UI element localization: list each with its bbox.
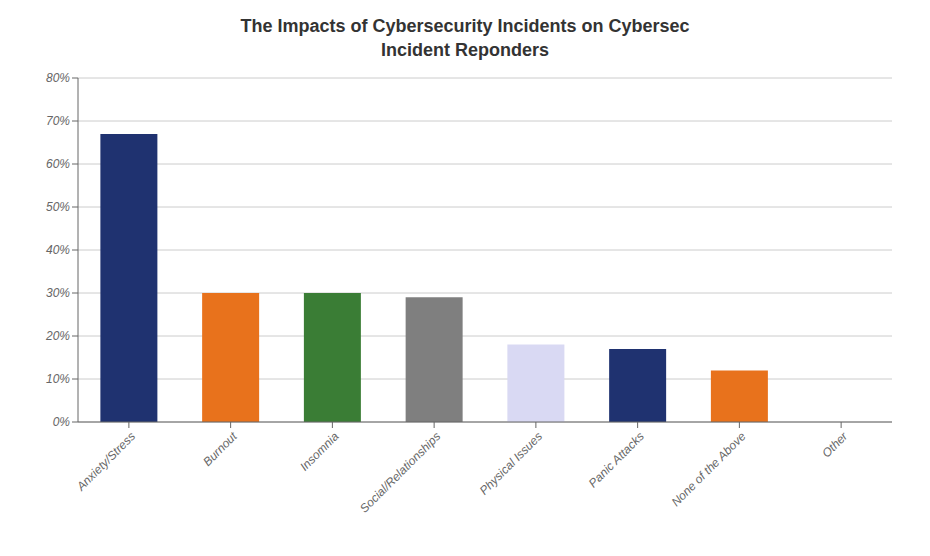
svg-text:Anxiety/Stress: Anxiety/Stress — [73, 429, 138, 494]
html-text:Incident Reponders: Incident Reponders — [381, 40, 549, 60]
svg-text:Other: Other — [819, 429, 851, 461]
svg-text:30%: 30% — [46, 286, 70, 300]
svg-text:50%: 50% — [46, 200, 70, 214]
svg-text:70%: 70% — [46, 114, 70, 128]
svg-text:Social/Relationships: Social/Relationships — [357, 429, 443, 515]
svg-text:Physical Issues: Physical Issues — [477, 429, 545, 497]
svg-text:20%: 20% — [45, 329, 70, 343]
svg-text:Insomnia: Insomnia — [297, 429, 342, 474]
svg-text:10%: 10% — [46, 372, 70, 386]
svg-text:Panic Attacks: Panic Attacks — [586, 429, 647, 490]
svg-text:0%: 0% — [53, 415, 71, 429]
svg-text:None of the Above: None of the Above — [669, 429, 749, 509]
svg-text:Burnout: Burnout — [200, 429, 240, 469]
svg-text:60%: 60% — [46, 157, 70, 171]
html-text:The Impacts of Cybersecurity I: The Impacts of Cybersecurity Incidents o… — [240, 16, 690, 36]
svg-text:40%: 40% — [46, 243, 70, 257]
svg-text:80%: 80% — [46, 71, 70, 85]
